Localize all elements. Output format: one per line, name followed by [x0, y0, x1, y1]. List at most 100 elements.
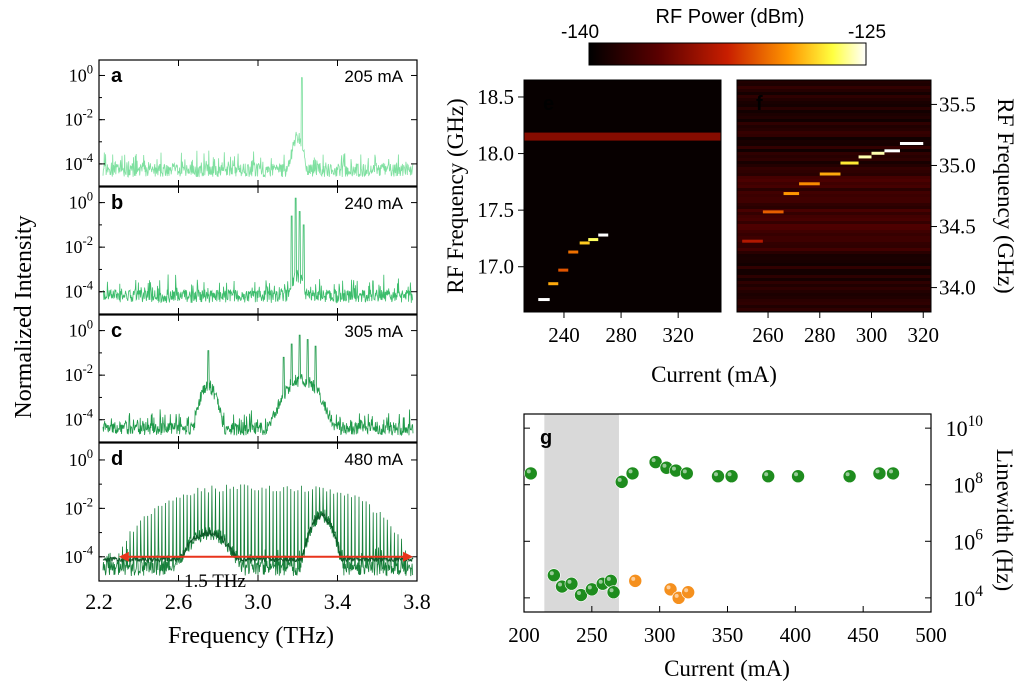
x-tick-label: 320 — [662, 323, 694, 347]
data-point-highlight — [557, 582, 562, 587]
noise-row — [737, 131, 931, 134]
noise-row — [737, 203, 931, 206]
colorbar: RF Power (dBm) -140 -125 — [561, 6, 886, 66]
noise-row — [737, 164, 931, 167]
heatmap-area-f — [737, 80, 931, 312]
data-point-highlight — [606, 576, 611, 581]
data-point-highlight — [727, 472, 732, 477]
x-tick-label: 400 — [780, 623, 812, 647]
y-tick-label: 10-4 — [65, 544, 94, 567]
heatmap-area-e — [524, 80, 721, 312]
noise-row — [737, 305, 931, 308]
noise-row — [737, 275, 931, 278]
noise-row — [737, 257, 931, 260]
rf-beatnote-segment — [538, 298, 550, 302]
y-tick-label: 1010 — [946, 413, 984, 441]
x-tick-label: 350 — [712, 623, 744, 647]
x-tick-label: 3.4 — [324, 589, 352, 614]
data-point-highlight — [526, 469, 531, 474]
rf-beatnote-segment — [799, 182, 820, 186]
noise-row — [737, 125, 931, 128]
y-tick-label: 17.0 — [477, 255, 514, 279]
data-point-series-0 — [872, 466, 887, 481]
y-tick-label: 100 — [69, 189, 93, 212]
panel-letter-d: d — [111, 448, 123, 470]
y-tick-label: 10-2 — [65, 107, 94, 130]
rf-beatnote-segment — [558, 268, 569, 272]
y-tick-label: 10-4 — [65, 279, 94, 302]
noise-row — [737, 254, 931, 257]
data-point-series-0 — [547, 568, 561, 583]
data-point-highlight — [628, 469, 633, 474]
noise-row — [737, 251, 931, 254]
data-point-highlight — [666, 585, 671, 590]
x-tick-label: 3.0 — [244, 589, 272, 614]
noise-row — [737, 272, 931, 275]
panel-letter-b: b — [111, 192, 123, 214]
data-point-series-0 — [791, 469, 805, 484]
noise-row — [737, 95, 931, 98]
rf-xlabel: Current (mA) — [651, 362, 777, 387]
x-tick-label: 2.6 — [165, 589, 193, 614]
noise-row — [737, 176, 931, 179]
x-tick-label: 240 — [548, 323, 580, 347]
noise-row — [737, 284, 931, 287]
noise-row — [737, 137, 931, 140]
data-point-highlight — [889, 469, 894, 474]
noise-row — [737, 113, 931, 116]
data-point-series-0 — [711, 469, 725, 484]
x-tick-label: 260 — [752, 323, 784, 347]
noise-row — [737, 266, 931, 269]
noise-row — [737, 170, 931, 173]
data-point-series-0 — [614, 475, 629, 489]
noise-row — [737, 116, 931, 119]
rf-beatnote-segment — [783, 192, 800, 196]
noise-row — [737, 221, 931, 224]
noise-row — [737, 287, 931, 290]
panel-a: 100 10-2 10-4 a 205 mA — [65, 59, 418, 187]
arrow-head-left — [118, 551, 129, 562]
noise-row — [737, 260, 931, 263]
data-point-series-0 — [604, 574, 618, 588]
panel-d: 100 10-2 10-4 2.2 2.6 3.0 3.4 3.8 d 480 mA 1.5 THz — [65, 442, 431, 614]
noise-row — [737, 185, 931, 188]
spectra-ylabel: Normalized Intensity — [11, 215, 37, 418]
noise-row — [737, 119, 931, 122]
data-point-highlight — [764, 472, 769, 477]
noise-row — [737, 140, 931, 143]
y-tick-label: 34.0 — [939, 276, 976, 300]
rf-beatnote-segment — [588, 238, 599, 242]
noise-row — [737, 215, 931, 218]
data-point-highlight — [682, 469, 687, 474]
y-tick-label: 10-4 — [65, 407, 94, 430]
noise-row — [737, 218, 931, 221]
y-tick-label: 35.0 — [939, 153, 976, 177]
noise-row — [737, 104, 931, 107]
rf-left-ylabel: RF Frequency (GHz) — [443, 98, 468, 293]
noise-row — [737, 92, 931, 95]
panel-b: 100 10-2 10-4 b 240 mA — [65, 186, 418, 315]
x-tick-label: 500 — [915, 623, 947, 647]
heatmap-frame-e — [523, 79, 722, 313]
lw-ylabel: Linewidth (Hz) — [992, 449, 1017, 591]
noise-row — [737, 302, 931, 305]
noise-row — [737, 107, 931, 110]
noise-row — [737, 236, 931, 239]
y-tick-label: 18.5 — [477, 85, 514, 109]
y-tick-label: 17.5 — [477, 198, 514, 222]
y-tick-label: 100 — [69, 62, 93, 85]
x-tick-label: 450 — [847, 623, 879, 647]
colorbar-gradient — [588, 42, 867, 66]
noise-row — [737, 230, 931, 233]
data-point-highlight — [671, 466, 676, 471]
y-tick-label: 106 — [953, 526, 983, 554]
data-point-series-0 — [523, 466, 538, 481]
data-point-highlight — [631, 576, 636, 581]
x-tick-label: 300 — [856, 323, 888, 347]
data-point-series-0 — [679, 466, 694, 481]
data-point-series-0 — [886, 466, 900, 481]
rf-beatnote-segment — [598, 233, 609, 237]
